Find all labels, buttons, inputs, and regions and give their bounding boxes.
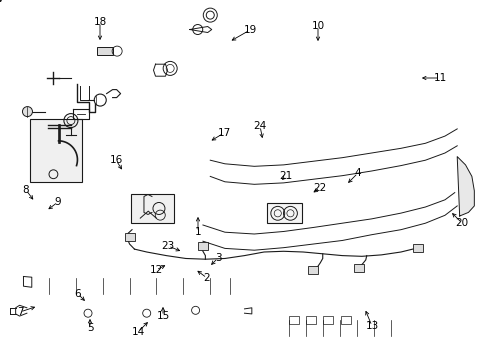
Bar bbox=[198, 242, 207, 249]
Text: 4: 4 bbox=[354, 168, 361, 178]
Bar bbox=[412, 244, 422, 252]
Text: 9: 9 bbox=[55, 197, 61, 207]
Bar bbox=[30, 119, 81, 182]
Polygon shape bbox=[456, 157, 473, 216]
Bar bbox=[323, 316, 332, 324]
Bar bbox=[341, 316, 350, 324]
Bar bbox=[307, 266, 317, 274]
Text: 14: 14 bbox=[131, 327, 144, 337]
Circle shape bbox=[22, 107, 32, 117]
Text: 18: 18 bbox=[93, 17, 106, 27]
Text: 12: 12 bbox=[149, 265, 163, 275]
Text: 15: 15 bbox=[156, 311, 169, 321]
Text: 10: 10 bbox=[311, 21, 324, 31]
Text: 2: 2 bbox=[203, 273, 210, 283]
Bar bbox=[288, 316, 298, 324]
Bar bbox=[354, 264, 364, 272]
Text: 19: 19 bbox=[243, 25, 256, 35]
Text: 17: 17 bbox=[217, 128, 230, 138]
Text: 6: 6 bbox=[75, 289, 81, 299]
Text: 13: 13 bbox=[365, 321, 378, 331]
Text: 1: 1 bbox=[194, 227, 201, 237]
Polygon shape bbox=[0, 0, 1, 1]
Text: 16: 16 bbox=[109, 155, 122, 165]
Text: 21: 21 bbox=[279, 171, 292, 181]
Bar bbox=[266, 203, 301, 223]
Text: 8: 8 bbox=[22, 185, 29, 195]
Text: 20: 20 bbox=[454, 218, 468, 228]
Text: 3: 3 bbox=[214, 253, 221, 263]
Text: 5: 5 bbox=[86, 323, 93, 333]
Text: 23: 23 bbox=[161, 241, 174, 251]
Bar bbox=[124, 233, 134, 241]
Text: 7: 7 bbox=[17, 307, 23, 317]
Bar bbox=[97, 47, 113, 55]
Bar bbox=[131, 194, 174, 223]
Text: 22: 22 bbox=[313, 183, 326, 193]
Text: 24: 24 bbox=[253, 121, 266, 131]
Bar bbox=[305, 316, 315, 324]
Text: 11: 11 bbox=[432, 73, 446, 83]
